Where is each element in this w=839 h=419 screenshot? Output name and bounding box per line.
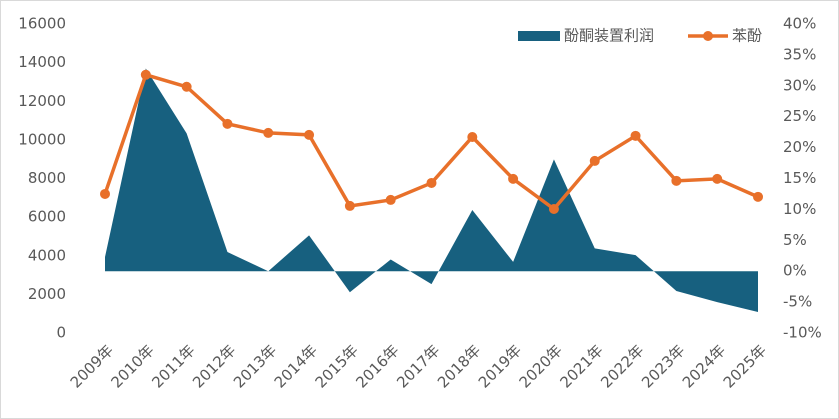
line-marker	[426, 177, 437, 188]
line-marker	[304, 129, 315, 140]
line-marker	[589, 155, 600, 166]
line-marker	[181, 81, 192, 92]
y2-tick-label: 15%	[783, 169, 816, 187]
y-tick-label: 12000	[18, 92, 66, 110]
line-marker	[712, 173, 723, 184]
y-tick-label: 14000	[18, 53, 66, 71]
line-marker	[467, 131, 478, 142]
line-marker	[630, 130, 641, 141]
y-tick-label: 2000	[28, 285, 66, 303]
line-marker	[385, 194, 396, 205]
line-marker	[508, 173, 519, 184]
y2-tick-label: 0%	[783, 262, 807, 280]
y2-tick-label: 40%	[783, 15, 816, 33]
line-marker	[548, 204, 559, 215]
y-tick-label: 4000	[28, 246, 66, 264]
line-marker	[100, 188, 110, 199]
y2-tick-label: 10%	[783, 200, 816, 218]
y2-tick-label: 5%	[783, 231, 807, 249]
area	[105, 68, 758, 312]
y2-tick-label: 30%	[783, 76, 816, 94]
y-tick-label: 6000	[28, 208, 66, 226]
legend-label: 苯酚	[732, 27, 762, 45]
line-marker	[753, 191, 763, 202]
legend-swatch	[703, 31, 713, 41]
y-tick-label: 10000	[18, 130, 66, 148]
legend-swatch	[518, 31, 560, 41]
y2-tick-label: -5%	[783, 293, 812, 311]
line-marker	[671, 175, 682, 186]
y2-tick-label: 25%	[783, 107, 816, 125]
y-tick-label: 16000	[18, 15, 66, 33]
y2-tick-label: 20%	[783, 138, 816, 156]
y-tick-label: 8000	[28, 169, 66, 187]
line-marker	[263, 127, 274, 138]
y2-tick-label: -10%	[783, 324, 822, 342]
y-tick-label: 0	[56, 324, 66, 342]
line-marker	[140, 69, 151, 80]
line-marker	[344, 200, 355, 211]
y2-tick-label: 35%	[783, 45, 816, 63]
line-marker	[222, 118, 233, 129]
legend-label: 酚酮装置利润	[564, 27, 654, 45]
